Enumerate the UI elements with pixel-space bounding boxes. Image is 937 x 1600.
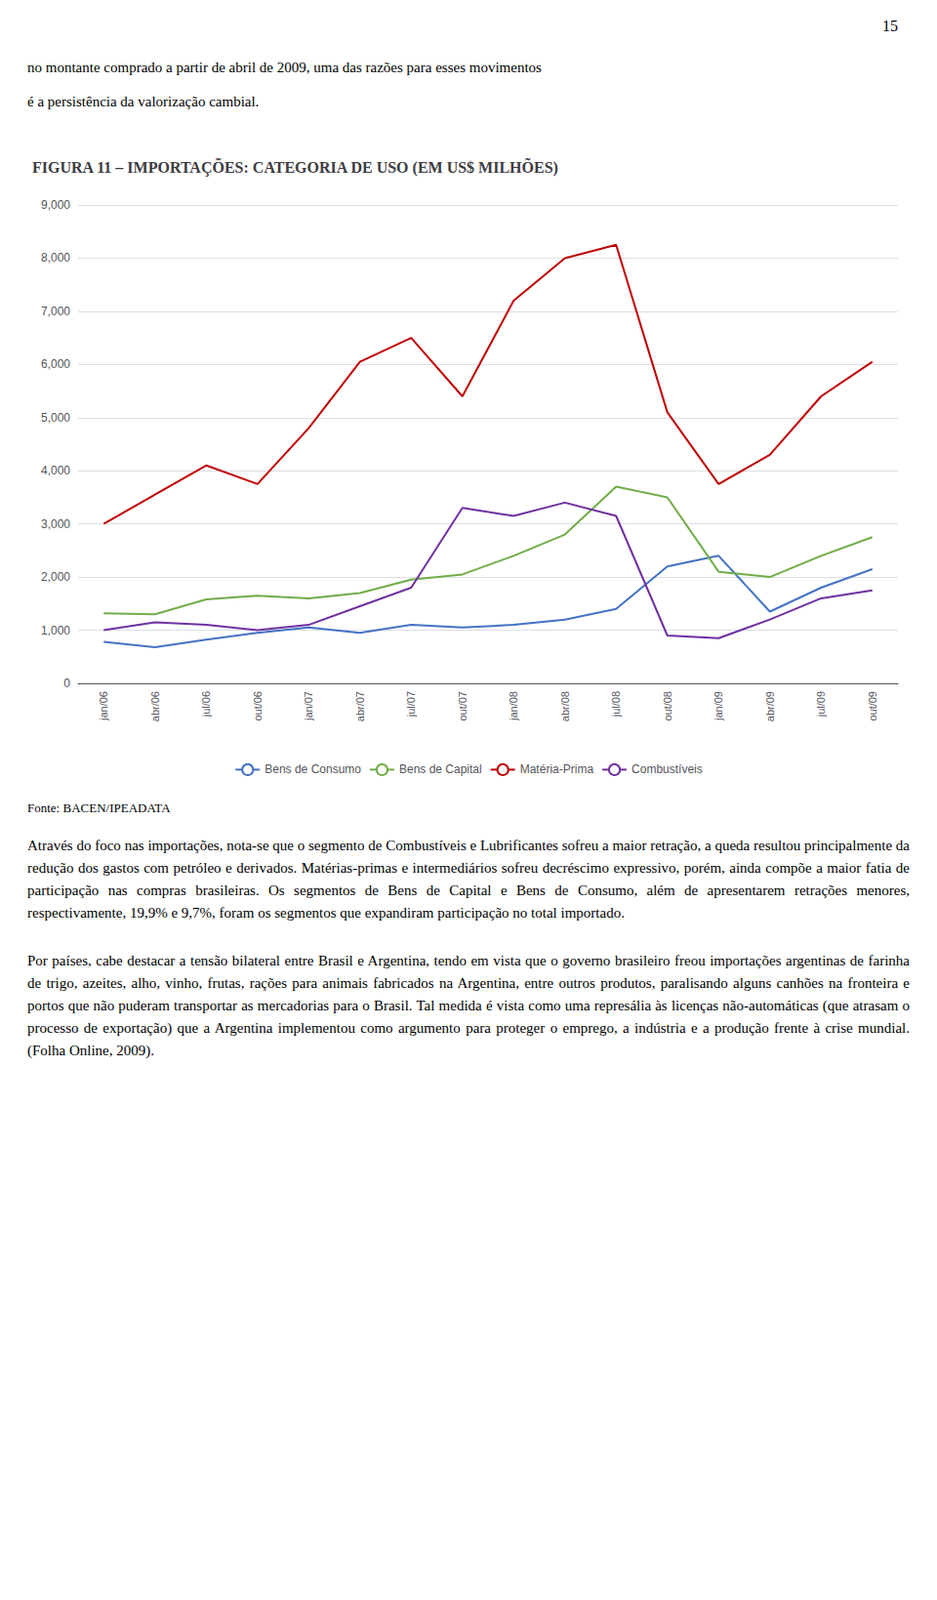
html-text:é a persistência da valorizaçã: é a persistência da valorização cambial. xyxy=(27,93,260,110)
html-text:no montante comprado a partir: no montante comprado a partir de abril d… xyxy=(27,59,542,76)
svg-text:0: 0 xyxy=(63,676,71,691)
html-text:Fonte: BACEN/IPEADATA: Fonte: BACEN/IPEADATA xyxy=(27,800,171,815)
svg-text:jan/07: jan/07 xyxy=(302,691,315,722)
svg-text:jul/07: jul/07 xyxy=(405,691,417,718)
svg-text:8,000: 8,000 xyxy=(40,250,71,265)
svg-text:FIGURA 11 – IMPORTAÇÕES: CATEG: FIGURA 11 – IMPORTAÇÕES: CATEGORIA DE US… xyxy=(32,157,559,177)
svg-text:4,000: 4,000 xyxy=(40,463,71,478)
svg-text:3,000: 3,000 xyxy=(40,517,71,531)
svg-text:6,000: 6,000 xyxy=(40,357,71,371)
html-text:Por países, cabe destacar a te: Por países, cabe destacar a tensão bilat… xyxy=(27,952,910,1059)
svg-text:out/08: out/08 xyxy=(661,691,674,722)
svg-text:9,000: 9,000 xyxy=(40,198,71,212)
svg-text:jul/08: jul/08 xyxy=(610,691,622,718)
svg-text:abr/07: abr/07 xyxy=(354,691,367,722)
svg-text:out/06: out/06 xyxy=(251,691,264,722)
html-text:15: 15 xyxy=(882,17,898,35)
svg-text:Bens de Consumo: Bens de Consumo xyxy=(264,762,362,776)
svg-text:abr/09: abr/09 xyxy=(764,691,776,722)
svg-text:Combustíveis: Combustíveis xyxy=(631,762,703,776)
svg-text:jul/06: jul/06 xyxy=(200,691,212,718)
svg-text:out/09: out/09 xyxy=(866,691,879,722)
svg-text:jan/08: jan/08 xyxy=(507,691,520,722)
svg-text:abr/06: abr/06 xyxy=(149,691,162,722)
svg-text:Bens de Capital: Bens de Capital xyxy=(399,762,483,776)
svg-text:5,000: 5,000 xyxy=(40,410,71,425)
svg-text:Matéria-Prima: Matéria-Prima xyxy=(520,762,595,776)
svg-text:1,000: 1,000 xyxy=(40,623,71,638)
svg-text:abr/08: abr/08 xyxy=(559,691,571,722)
svg-text:jan/06: jan/06 xyxy=(97,691,110,722)
svg-text:jul/09: jul/09 xyxy=(814,691,827,718)
svg-text:out/07: out/07 xyxy=(456,691,469,722)
svg-text:7,000: 7,000 xyxy=(40,304,71,319)
svg-text:jan/09: jan/09 xyxy=(712,691,725,722)
html-text:Através do foco nas importaçõe: Através do foco nas importações, nota-se… xyxy=(27,837,910,921)
svg-text:2,000: 2,000 xyxy=(40,570,71,584)
